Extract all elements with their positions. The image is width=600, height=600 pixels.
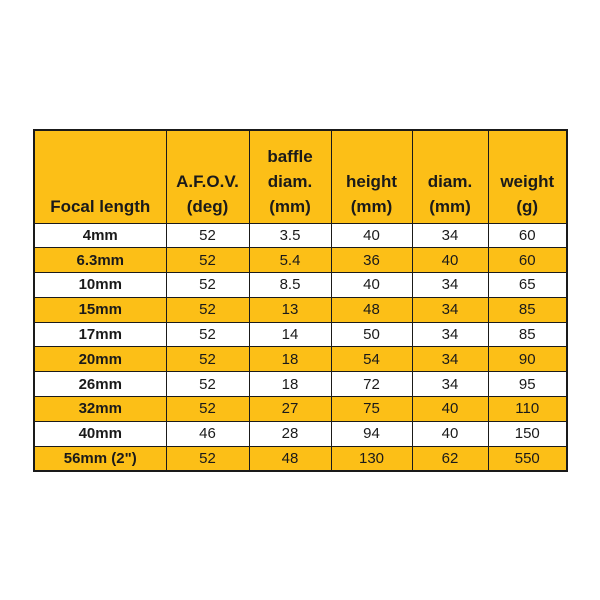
row-label: 10mm xyxy=(33,272,167,298)
eyepiece-spec-table: Focal length A.F.O.V. (deg) baffle diam. (… xyxy=(33,129,568,472)
table-cell: 34 xyxy=(411,371,489,398)
header-row: Focal length A.F.O.V. (deg) baffle diam. (… xyxy=(33,129,568,224)
table-row: 26mm 52 18 72 34 95 xyxy=(33,371,568,398)
table-cell: 52 xyxy=(165,346,250,373)
table-row: 15mm 52 13 48 34 85 xyxy=(33,296,568,323)
table-cell: 34 xyxy=(411,222,489,249)
table-cell: 52 xyxy=(165,247,250,274)
table-cell: 34 xyxy=(411,321,489,348)
table-body: 4mm 52 3.5 40 34 60 6.3mm 52 5.4 36 40 60 10mm 52 8.5 4… xyxy=(33,222,568,472)
table-cell: 40 xyxy=(411,420,489,447)
row-label: 32mm xyxy=(33,396,167,422)
row-label: 20mm xyxy=(33,346,167,373)
table-cell: 54 xyxy=(330,346,413,373)
table-cell: 13 xyxy=(248,296,332,323)
table-row: 17mm 52 14 50 34 85 xyxy=(33,321,568,348)
column-header: diam. (mm) xyxy=(411,129,489,224)
table-row: 56mm (2") 52 48 130 62 550 xyxy=(33,445,568,472)
table-cell: 28 xyxy=(248,420,332,447)
table-row: 10mm 52 8.5 40 34 65 xyxy=(33,272,568,298)
table-cell: 40 xyxy=(330,272,413,298)
column-header: weight (g) xyxy=(487,129,568,224)
table-cell: 34 xyxy=(411,296,489,323)
table-cell: 62 xyxy=(411,445,489,472)
table-cell: 46 xyxy=(165,420,250,447)
table-cell: 150 xyxy=(487,420,568,447)
table-cell: 90 xyxy=(487,346,568,373)
table-cell: 27 xyxy=(248,396,332,422)
table-cell: 52 xyxy=(165,296,250,323)
table-row: 4mm 52 3.5 40 34 60 xyxy=(33,222,568,249)
row-label: 4mm xyxy=(33,222,167,249)
row-label: 6.3mm xyxy=(33,247,167,274)
table-cell: 36 xyxy=(330,247,413,274)
table-cell: 60 xyxy=(487,247,568,274)
table-cell: 50 xyxy=(330,321,413,348)
table-cell: 18 xyxy=(248,346,332,373)
row-label: 17mm xyxy=(33,321,167,348)
table-cell: 72 xyxy=(330,371,413,398)
table-cell: 34 xyxy=(411,272,489,298)
table-cell: 40 xyxy=(330,222,413,249)
table-cell: 85 xyxy=(487,321,568,348)
table-cell: 48 xyxy=(248,445,332,472)
row-label: 56mm (2") xyxy=(33,445,167,472)
table-cell: 8.5 xyxy=(248,272,332,298)
table-cell: 52 xyxy=(165,272,250,298)
row-label: 26mm xyxy=(33,371,167,398)
column-header: Focal length xyxy=(33,129,167,224)
table-cell: 110 xyxy=(487,396,568,422)
table-cell: 34 xyxy=(411,346,489,373)
table-cell: 52 xyxy=(165,321,250,348)
table-row: 20mm 52 18 54 34 90 xyxy=(33,346,568,373)
table-row: 6.3mm 52 5.4 36 40 60 xyxy=(33,247,568,274)
column-header: A.F.O.V. (deg) xyxy=(165,129,250,224)
table-cell: 85 xyxy=(487,296,568,323)
table-cell: 65 xyxy=(487,272,568,298)
table-cell: 94 xyxy=(330,420,413,447)
table-cell: 40 xyxy=(411,396,489,422)
table-cell: 95 xyxy=(487,371,568,398)
table-row: 32mm 52 27 75 40 110 xyxy=(33,396,568,422)
table-cell: 52 xyxy=(165,222,250,249)
row-label: 15mm xyxy=(33,296,167,323)
table-cell: 75 xyxy=(330,396,413,422)
table-cell: 52 xyxy=(165,371,250,398)
row-label: 40mm xyxy=(33,420,167,447)
table-cell: 18 xyxy=(248,371,332,398)
table-cell: 5.4 xyxy=(248,247,332,274)
table-cell: 52 xyxy=(165,396,250,422)
table-cell: 130 xyxy=(330,445,413,472)
column-header: baffle diam. (mm) xyxy=(248,129,332,224)
column-header: height (mm) xyxy=(330,129,413,224)
table-cell: 40 xyxy=(411,247,489,274)
table-header: Focal length A.F.O.V. (deg) baffle diam. (… xyxy=(33,129,568,224)
table-cell: 3.5 xyxy=(248,222,332,249)
table-cell: 60 xyxy=(487,222,568,249)
table-cell: 52 xyxy=(165,445,250,472)
table-cell: 550 xyxy=(487,445,568,472)
table-cell: 14 xyxy=(248,321,332,348)
table-row: 40mm 46 28 94 40 150 xyxy=(33,420,568,447)
table-cell: 48 xyxy=(330,296,413,323)
